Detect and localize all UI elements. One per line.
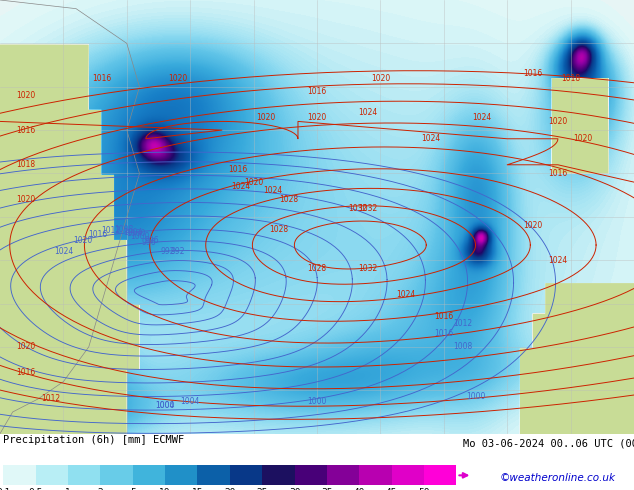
Text: 1: 1 <box>65 488 71 490</box>
Text: 1020: 1020 <box>523 221 542 230</box>
Text: 1016: 1016 <box>523 69 542 78</box>
Bar <box>392 465 424 486</box>
Text: 0.1: 0.1 <box>0 488 10 490</box>
Text: 1024: 1024 <box>358 108 377 117</box>
Text: 1008: 1008 <box>453 343 472 351</box>
Bar <box>359 465 392 486</box>
Bar <box>3 465 36 486</box>
Text: 1024: 1024 <box>54 247 73 256</box>
Text: 1024: 1024 <box>472 113 491 122</box>
Text: 1024: 1024 <box>396 291 415 299</box>
Bar <box>295 465 327 486</box>
Bar <box>36 465 68 486</box>
Bar <box>262 465 295 486</box>
Text: 30: 30 <box>289 488 301 490</box>
Text: 1000: 1000 <box>307 396 327 406</box>
Text: 1028: 1028 <box>269 225 288 234</box>
Text: 1008: 1008 <box>114 225 133 234</box>
Text: 1020: 1020 <box>16 91 35 100</box>
Text: 35: 35 <box>321 488 333 490</box>
Bar <box>230 465 262 486</box>
Text: 45: 45 <box>386 488 398 490</box>
Text: 1032: 1032 <box>349 204 368 213</box>
Bar <box>68 465 100 486</box>
Text: 1020: 1020 <box>168 74 187 82</box>
Bar <box>100 465 133 486</box>
Text: 1020: 1020 <box>16 343 35 351</box>
Text: 0.5: 0.5 <box>29 488 42 490</box>
Text: 1020: 1020 <box>73 236 92 245</box>
Text: 1020: 1020 <box>574 134 593 143</box>
Text: 1020: 1020 <box>548 117 567 126</box>
Text: 1028: 1028 <box>307 265 327 273</box>
Text: 40: 40 <box>354 488 365 490</box>
Text: 1016: 1016 <box>434 329 453 339</box>
Text: 1016: 1016 <box>307 87 327 96</box>
Bar <box>197 465 230 486</box>
Text: 1024: 1024 <box>263 186 282 196</box>
Text: 1024: 1024 <box>422 134 441 143</box>
Text: 2: 2 <box>98 488 103 490</box>
Text: 1000: 1000 <box>127 229 146 238</box>
Bar <box>165 465 197 486</box>
Text: 25: 25 <box>257 488 268 490</box>
Text: 1016: 1016 <box>89 230 108 239</box>
Text: 1016: 1016 <box>228 165 247 173</box>
Text: 1020: 1020 <box>371 74 390 82</box>
Text: 1004: 1004 <box>124 227 143 237</box>
Text: 15: 15 <box>191 488 203 490</box>
Text: 1032: 1032 <box>358 204 377 213</box>
Text: 5: 5 <box>130 488 136 490</box>
Text: 1018: 1018 <box>16 160 35 169</box>
Text: 1024: 1024 <box>548 256 567 265</box>
Text: 996: 996 <box>145 236 160 245</box>
Text: 992: 992 <box>171 247 184 256</box>
Text: 1020: 1020 <box>307 113 327 122</box>
Text: 1000: 1000 <box>155 401 174 410</box>
Text: 1016: 1016 <box>16 368 35 377</box>
Text: 50: 50 <box>418 488 430 490</box>
Bar <box>133 465 165 486</box>
Text: 1016: 1016 <box>434 312 453 321</box>
Text: 20: 20 <box>224 488 235 490</box>
Text: 10: 10 <box>159 488 171 490</box>
Text: 996: 996 <box>141 238 157 247</box>
Text: 1020: 1020 <box>244 178 263 187</box>
Text: 1012: 1012 <box>101 226 120 235</box>
Text: 1004: 1004 <box>155 401 174 410</box>
Text: 1020: 1020 <box>257 113 276 122</box>
Text: 1032: 1032 <box>358 265 377 273</box>
Text: Mo 03-06-2024 00..06 UTC (00+126): Mo 03-06-2024 00..06 UTC (00+126) <box>463 438 634 448</box>
Text: ©weatheronline.co.uk: ©weatheronline.co.uk <box>500 473 616 483</box>
Text: 1020: 1020 <box>16 195 35 204</box>
Text: 1004: 1004 <box>181 396 200 406</box>
Bar <box>327 465 359 486</box>
Text: 992: 992 <box>161 247 175 256</box>
Text: 1018: 1018 <box>561 74 580 82</box>
Text: 1000: 1000 <box>466 392 485 401</box>
Text: 1016: 1016 <box>548 169 567 178</box>
Text: Precipitation (6h) [mm] ECMWF: Precipitation (6h) [mm] ECMWF <box>3 435 184 445</box>
Text: 1016: 1016 <box>92 74 111 82</box>
Text: 1012: 1012 <box>41 394 60 403</box>
Text: 1016: 1016 <box>16 125 35 135</box>
Text: 1000: 1000 <box>130 232 149 241</box>
Text: 1024: 1024 <box>231 182 250 191</box>
Text: 1012: 1012 <box>453 318 472 328</box>
Bar <box>424 465 456 486</box>
Text: 1028: 1028 <box>279 195 298 204</box>
